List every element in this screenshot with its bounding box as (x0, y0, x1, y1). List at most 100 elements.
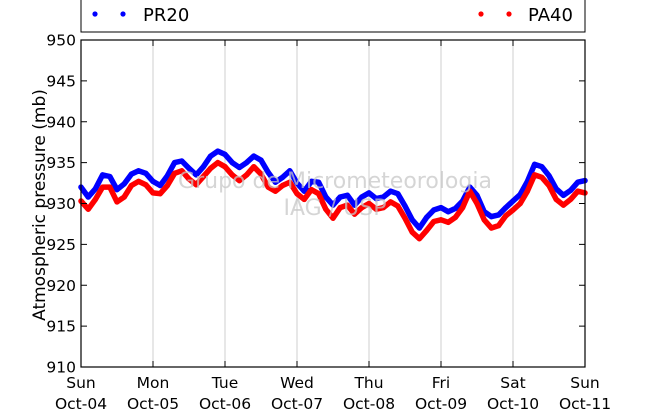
data-point-pa40 (172, 170, 178, 176)
data-point-pa40 (128, 182, 134, 189)
data-point-pa40 (150, 190, 156, 196)
data-point-pr20 (215, 148, 221, 154)
data-point-pa40 (380, 205, 386, 211)
x-tick-label-date: Oct-09 (415, 395, 467, 409)
data-point-pr20 (496, 212, 502, 218)
data-point-pa40 (208, 165, 214, 171)
data-point-pr20 (539, 164, 545, 170)
data-point-pr20 (366, 190, 372, 196)
x-tick-label-date: Oct-05 (127, 395, 179, 409)
y-tick-label: 910 (46, 359, 76, 377)
data-point-pr20 (136, 168, 142, 174)
legend-marker-pa40-1 (478, 11, 484, 17)
data-point-pr20 (380, 194, 386, 200)
data-point-pa40 (164, 182, 170, 189)
legend-box (80, 0, 586, 33)
data-point-pr20 (575, 179, 581, 185)
data-point-pr20 (402, 203, 408, 209)
data-point-pa40 (366, 200, 372, 207)
data-point-pr20 (316, 179, 322, 185)
data-point-pr20 (323, 194, 329, 200)
data-point-pr20 (85, 194, 91, 200)
data-point-pr20 (452, 205, 458, 211)
data-point-pr20 (186, 165, 192, 171)
data-point-pa40 (352, 211, 358, 217)
data-point-pr20 (236, 164, 242, 171)
data-point-pa40 (496, 223, 502, 229)
data-point-pr20 (164, 173, 170, 179)
data-point-pa40 (330, 215, 336, 221)
x-tick-label-date: Oct-06 (199, 395, 251, 409)
data-point-pr20 (395, 191, 401, 197)
data-point-pr20 (330, 202, 336, 208)
data-point-pa40 (157, 191, 163, 197)
data-point-pa40 (359, 205, 365, 211)
x-tick-label-date: Oct-08 (343, 395, 395, 409)
data-point-pr20 (438, 205, 444, 211)
data-point-pr20 (92, 186, 98, 192)
data-point-pa40 (258, 171, 264, 177)
data-point-pr20 (265, 169, 271, 175)
data-point-pr20 (409, 217, 415, 223)
data-point-pr20 (222, 151, 228, 157)
data-point-pr20 (251, 153, 257, 159)
x-tick-label-day: Sat (500, 374, 525, 392)
data-point-pr20 (560, 192, 567, 198)
x-tick-label-day: Sun (66, 374, 96, 392)
data-point-pa40 (467, 188, 473, 194)
data-point-pa40 (438, 217, 444, 223)
data-point-pa40 (474, 200, 480, 207)
data-point-pa40 (143, 182, 149, 188)
data-point-pa40 (553, 196, 559, 202)
legend-marker-pa40-2 (506, 11, 512, 17)
data-point-pr20 (488, 214, 494, 220)
data-point-pr20 (121, 181, 127, 187)
data-point-pr20 (179, 158, 185, 164)
watermark: Grupo de Micrometeorologia IAG / USP (178, 169, 492, 221)
data-point-pa40 (272, 188, 278, 194)
data-point-pr20 (193, 172, 199, 178)
x-tick-label-day: Thu (353, 374, 383, 392)
data-point-pr20 (546, 173, 552, 179)
data-point-pa40 (114, 199, 120, 205)
data-point-pr20 (294, 180, 300, 186)
data-point-pa40 (402, 215, 408, 221)
data-point-pr20 (388, 188, 394, 194)
data-point-pr20 (568, 187, 574, 193)
data-point-pr20 (517, 191, 523, 198)
data-point-pa40 (337, 205, 343, 211)
data-point-pa40 (236, 178, 242, 184)
data-point-pr20 (553, 186, 559, 192)
data-point-pr20 (172, 160, 178, 166)
data-point-pa40 (488, 225, 494, 231)
x-tick-label-date: Oct-10 (487, 395, 539, 409)
data-point-pa40 (92, 196, 98, 202)
series-layer (78, 148, 588, 242)
data-point-pa40 (287, 179, 293, 185)
data-point-pa40 (136, 178, 142, 184)
y-tick-label: 935 (46, 154, 76, 172)
data-point-pr20 (143, 170, 149, 176)
data-point-pr20 (337, 194, 343, 200)
data-point-pa40 (193, 182, 199, 188)
data-point-pa40 (416, 236, 422, 242)
watermark-line-2: IAG / USP (284, 196, 387, 221)
data-point-pr20 (416, 225, 422, 231)
data-point-pr20 (431, 207, 437, 213)
data-point-pa40 (265, 184, 271, 190)
y-tick-label: 920 (46, 277, 76, 295)
data-point-pa40 (308, 187, 314, 193)
data-point-pa40 (179, 168, 185, 174)
data-point-pr20 (200, 164, 206, 170)
data-point-pa40 (215, 160, 221, 166)
y-tick-label: 930 (46, 195, 76, 213)
data-point-pa40 (524, 188, 531, 194)
data-point-pr20 (344, 192, 350, 198)
data-point-pr20 (244, 160, 250, 166)
data-point-pr20 (352, 202, 358, 208)
y-tick-label: 915 (46, 318, 76, 336)
data-point-pa40 (503, 213, 509, 219)
data-point-pa40 (532, 172, 538, 178)
legend-label-pa40: PA40 (528, 5, 573, 26)
